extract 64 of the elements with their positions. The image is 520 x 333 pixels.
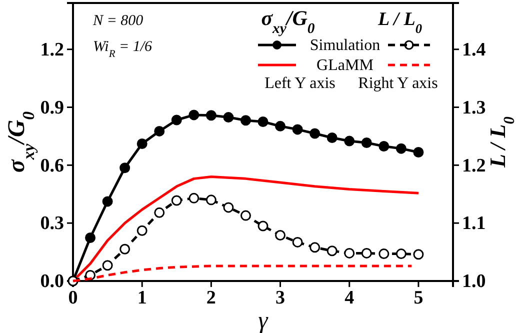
point xyxy=(361,248,372,258)
point xyxy=(344,136,355,146)
point xyxy=(378,248,390,260)
y2-tick-label: 1.3 xyxy=(462,97,486,118)
annotation: N = 800 xyxy=(92,13,144,29)
point xyxy=(310,128,320,139)
point xyxy=(188,110,200,120)
x-tick-label: 0 xyxy=(68,287,78,308)
point xyxy=(292,236,303,248)
point xyxy=(171,114,182,126)
point xyxy=(154,126,165,136)
point xyxy=(136,138,148,149)
point xyxy=(344,248,355,258)
y-tick-label: 0.0 xyxy=(40,271,64,292)
point xyxy=(206,194,216,206)
point xyxy=(223,202,234,213)
point xyxy=(396,143,406,154)
annotation: Right Y axis xyxy=(358,75,438,92)
point xyxy=(396,248,406,260)
annotation: L / L$_{0}$ xyxy=(377,9,422,36)
point xyxy=(326,132,338,144)
annotation: Left Y axis xyxy=(264,75,336,92)
y2-tick-label: 1.1 xyxy=(462,213,486,234)
y-tick-label: 0.9 xyxy=(40,97,64,118)
y2-tick-label: 1.4 xyxy=(462,39,486,60)
y-tick-label: 0.3 xyxy=(40,213,64,234)
y-tick-label: 0.6 xyxy=(40,155,64,176)
point xyxy=(154,207,165,218)
point xyxy=(120,162,130,174)
point xyxy=(413,249,424,260)
point xyxy=(378,140,390,152)
point xyxy=(361,138,372,148)
point xyxy=(171,195,182,206)
point xyxy=(326,246,338,256)
x-tick-label: 5 xyxy=(414,287,424,308)
point xyxy=(223,112,234,123)
point xyxy=(413,146,424,158)
point xyxy=(275,120,286,132)
x-tick-label: 3 xyxy=(276,287,286,308)
y-tick-label: 1.2 xyxy=(40,39,64,60)
x-tick-label: 2 xyxy=(206,287,216,308)
point xyxy=(310,242,320,253)
point xyxy=(102,196,113,207)
legend-label: GLaMM xyxy=(316,57,374,74)
point xyxy=(292,124,303,135)
point xyxy=(240,115,251,126)
point xyxy=(102,260,113,271)
point xyxy=(136,225,148,236)
legend-label: Simulation xyxy=(310,37,380,54)
point xyxy=(188,192,200,204)
point xyxy=(206,110,216,121)
x-tick-label: 1 xyxy=(137,287,147,308)
annotation: Wi$_{R}$ = 1/6 xyxy=(93,39,153,60)
y2-tick-label: 1.0 xyxy=(462,271,486,292)
point xyxy=(120,244,130,254)
x-tick-label: 4 xyxy=(344,287,355,308)
point xyxy=(275,230,286,240)
x-axis-title: γ xyxy=(258,308,268,333)
point xyxy=(258,220,268,232)
annotation: σ$_{xy}$/G$_{0}$ xyxy=(261,6,316,37)
point xyxy=(240,210,251,221)
y2-tick-label: 1.2 xyxy=(462,155,486,176)
point xyxy=(85,232,96,244)
point xyxy=(258,116,268,127)
